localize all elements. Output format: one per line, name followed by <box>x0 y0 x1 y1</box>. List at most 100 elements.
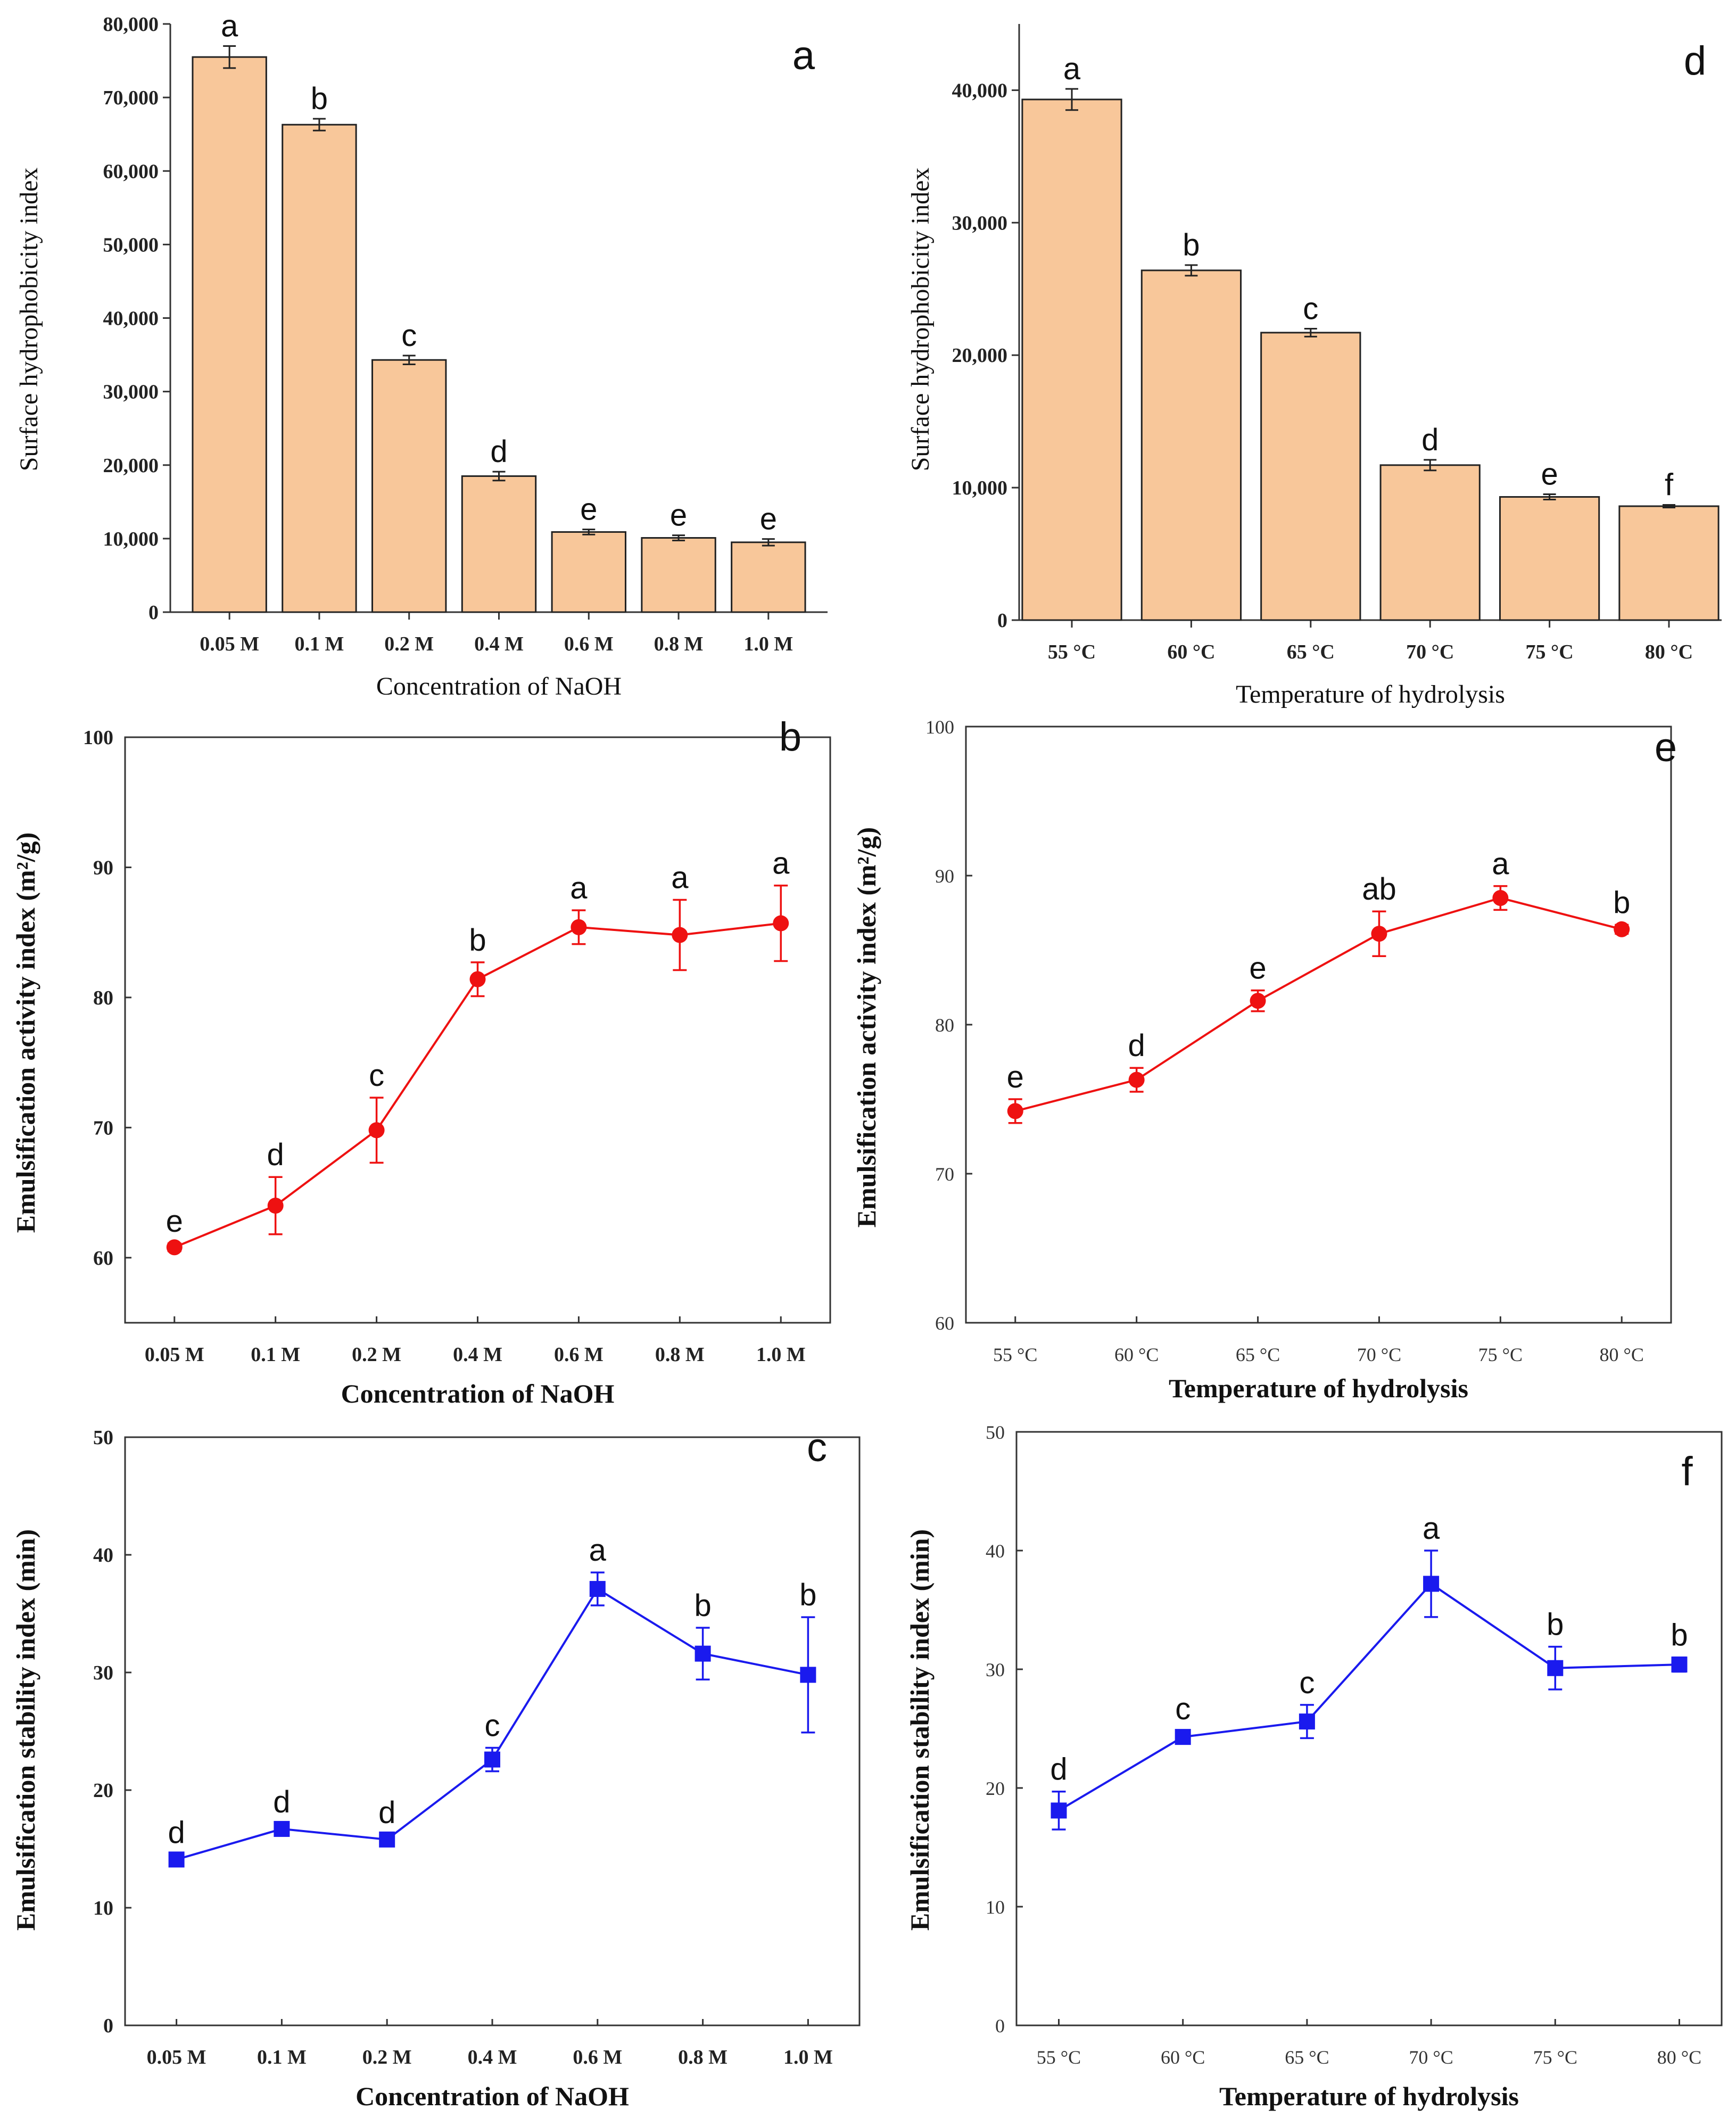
y-tick-label: 30,000 <box>952 212 1008 234</box>
panel-label: c <box>807 1425 827 1470</box>
data-point <box>571 919 587 935</box>
y-tick-label: 20 <box>986 1778 1005 1799</box>
y-tick-label: 0 <box>103 2015 113 2037</box>
x-tick-label: 65 °C <box>1287 641 1335 663</box>
y-axis-title: Emulsification stability index (min) <box>11 1529 40 1931</box>
y-tick-label: 20 <box>93 1779 113 1802</box>
series-line <box>1015 896 1622 1112</box>
significance-letter: d <box>267 1138 284 1172</box>
y-tick-label: 0 <box>148 601 159 624</box>
x-tick-label: 0.4 M <box>474 633 524 655</box>
y-tick-label: 10,000 <box>103 528 159 550</box>
error-bar <box>1424 459 1437 472</box>
y-tick-label: 100 <box>925 716 954 738</box>
y-tick-label: 20,000 <box>103 455 159 477</box>
data-point <box>168 1851 185 1868</box>
bar <box>1618 505 1720 621</box>
error-bar <box>672 534 685 541</box>
data-point <box>166 1239 183 1256</box>
data-point <box>1547 1660 1564 1676</box>
error-bar <box>492 471 506 482</box>
y-axis-title: Emulsification activity index (m²/g) <box>11 833 40 1233</box>
y-axis-title: Surface hydrophobicity index <box>906 168 935 472</box>
data-point <box>267 1198 284 1214</box>
significance-letter: d <box>1421 423 1439 457</box>
x-tick-label: 55 °C <box>1037 2047 1081 2068</box>
x-tick-label: 60 °C <box>1114 1344 1159 1365</box>
significance-letter: a <box>1063 52 1081 86</box>
x-tick-label: 0.05 M <box>145 1344 204 1366</box>
x-tick-label: 0.05 M <box>147 2046 206 2068</box>
significance-letter: f <box>1665 467 1674 502</box>
series-line <box>1058 1582 1680 1812</box>
x-tick-label: 80 °C <box>1645 641 1693 663</box>
x-tick-label: 0.4 M <box>468 2046 517 2068</box>
bar <box>1499 496 1600 621</box>
bar <box>731 541 806 613</box>
x-tick-label: 55 °C <box>1048 641 1096 663</box>
bar <box>551 531 626 613</box>
chart-panel-c: 0 10 20 30 40 50 0.05 M 0.1 M 0.2 M 0.4 M 0.6 M 0.8… <box>11 1425 861 2111</box>
x-tick-label: 0.2 M <box>384 633 434 655</box>
plot-frame <box>965 726 1672 1324</box>
y-tick-label: 80,000 <box>103 13 159 36</box>
data-point <box>695 1645 711 1662</box>
x-tick-label: 1.0 M <box>756 1344 806 1366</box>
y-tick-label: 30 <box>93 1662 113 1684</box>
bar <box>1379 464 1481 621</box>
significance-letter: c <box>485 1708 500 1743</box>
bar <box>1140 269 1242 621</box>
x-tick-label: 0.1 M <box>251 1344 300 1366</box>
data-point <box>469 971 486 987</box>
error-bar <box>402 355 416 366</box>
panel-label: f <box>1681 1449 1693 1494</box>
x-tick-label: 70 °C <box>1357 1344 1401 1365</box>
y-axis-title: Emulsification activity index (m²/g) <box>852 827 881 1227</box>
y-tick-label: 30,000 <box>103 381 159 403</box>
y-tick-label: 10,000 <box>952 477 1008 499</box>
significance-letter: b <box>311 81 328 116</box>
x-tick-label: 0.6 M <box>564 633 614 655</box>
significance-letter: b <box>1183 228 1200 262</box>
x-tick-label: 0.8 M <box>678 2046 728 2068</box>
x-tick-label: 75 °C <box>1526 641 1574 663</box>
data-point <box>1007 1103 1023 1119</box>
significance-letter: a <box>1492 847 1509 881</box>
error-bar <box>1065 88 1078 111</box>
significance-letter: b <box>469 923 486 958</box>
x-tick-label: 0.2 M <box>362 2046 412 2068</box>
x-tick-label: 0.8 M <box>655 1344 705 1366</box>
significance-letter: ab <box>1362 872 1396 906</box>
data-point <box>484 1751 500 1768</box>
x-axis-title: Temperature of hydrolysis <box>1236 680 1505 708</box>
x-tick-label: 60 °C <box>1167 641 1215 663</box>
y-tick-label: 40 <box>93 1544 113 1567</box>
error-bar <box>1663 504 1675 508</box>
significance-letter: c <box>369 1058 384 1093</box>
data-point <box>1299 1713 1315 1730</box>
x-tick-label: 80 °C <box>1657 2047 1701 2068</box>
significance-letter: a <box>589 1533 607 1568</box>
y-tick-label: 60 <box>93 1247 113 1270</box>
chart-panel-b: 60 70 80 90 100 0.05 M 0.1 M 0.2 M 0.4 M 0.6 M 0.8… <box>11 714 831 1408</box>
data-point <box>672 927 688 943</box>
bar <box>282 123 357 613</box>
data-point <box>1128 1072 1145 1088</box>
data-point <box>1175 1729 1191 1745</box>
error-bar <box>1304 327 1317 337</box>
significance-letter: d <box>490 434 507 469</box>
data-point <box>1371 926 1387 942</box>
significance-letter: a <box>772 846 790 881</box>
y-tick-label: 80 <box>93 987 113 1009</box>
panel-label: b <box>779 714 801 760</box>
x-tick-label: 0.6 M <box>573 2046 622 2068</box>
significance-letter: a <box>1423 1511 1440 1546</box>
y-tick-label: 70 <box>935 1164 954 1185</box>
x-tick-label: 1.0 M <box>783 2046 833 2068</box>
significance-letter: d <box>1050 1752 1067 1787</box>
error-bar <box>1543 493 1556 501</box>
significance-letter: d <box>168 1816 185 1850</box>
significance-letter: b <box>1671 1618 1688 1653</box>
x-axis-title: Concentration of NaOH <box>341 1379 615 1408</box>
